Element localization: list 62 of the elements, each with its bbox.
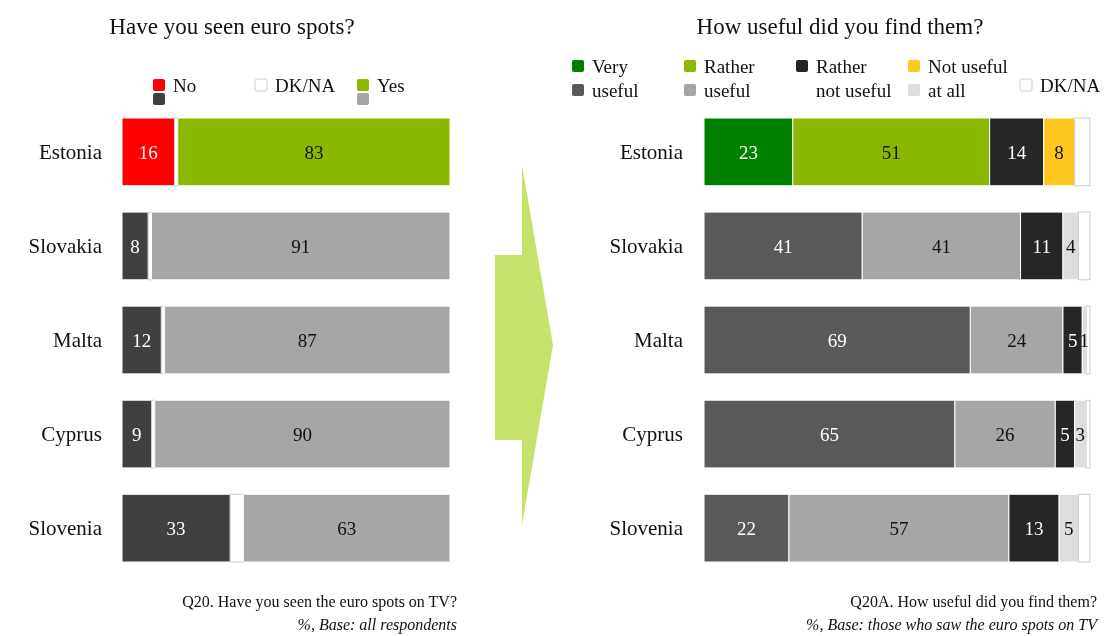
y-tick-label: Slovenia — [28, 516, 103, 541]
y-tick-label: Slovakia — [28, 234, 103, 259]
legend-label: DK/NA — [275, 74, 336, 96]
bar — [121, 211, 149, 281]
data-label: 41 — [773, 235, 793, 257]
data-label: 63 — [337, 517, 357, 539]
data-label: 9 — [132, 423, 142, 445]
data-label: 12 — [132, 329, 152, 351]
text: %, Base: all respondents — [297, 616, 457, 634]
data-label: 91 — [291, 235, 311, 257]
data-label: 14 — [1007, 141, 1027, 163]
y-tick-label: Cyprus — [622, 422, 683, 447]
data-label: 23 — [738, 141, 758, 163]
data-label: 1 — [1079, 329, 1089, 351]
data-label: 16 — [138, 141, 158, 163]
y-tick-label: Estonia — [620, 140, 684, 165]
data-label: 33 — [166, 517, 186, 539]
text: Q20. Have you seen the euro spots on TV? — [182, 593, 457, 611]
data-label: 5 — [1060, 423, 1070, 445]
legend-label: No — [173, 74, 197, 96]
bar — [177, 117, 451, 187]
bar — [154, 399, 451, 469]
chart-title: Have you seen euro spots? — [109, 14, 355, 39]
chart-title: How useful did you find them? — [696, 14, 984, 39]
data-label: 41 — [931, 235, 951, 257]
text: Q20A. How useful did you find them? — [850, 593, 1097, 611]
data-label: 51 — [881, 141, 901, 163]
data-label: 65 — [819, 423, 839, 445]
text: %, Base: those who saw the euro spots on TV — [806, 616, 1100, 634]
legend-label: Rather not useful — [816, 55, 892, 101]
legend-label: Not useful at all — [928, 55, 1008, 101]
bar — [121, 305, 162, 375]
data-label: 5 — [1064, 517, 1074, 539]
y-tick-label: Estonia — [39, 140, 103, 165]
data-label: 3 — [1075, 423, 1086, 445]
legend-label: Very useful — [592, 55, 639, 101]
bar — [151, 211, 451, 281]
y-tick-label: Cyprus — [41, 422, 102, 447]
bar — [164, 305, 451, 375]
data-label: 8 — [1054, 141, 1064, 163]
data-label: 26 — [995, 423, 1015, 445]
legend-label: Yes — [377, 74, 405, 96]
y-tick-label: Slovakia — [609, 234, 684, 259]
data-label: 8 — [130, 235, 140, 257]
data-label: 22 — [736, 517, 756, 539]
data-label: 90 — [292, 423, 312, 445]
y-tick-label: Malta — [53, 328, 103, 353]
data-label: 24 — [1007, 329, 1027, 351]
legend-label: DK/NA — [1040, 74, 1101, 96]
data-label: 13 — [1024, 517, 1044, 539]
data-label: 11 — [1032, 235, 1051, 257]
data-label: 87 — [297, 329, 317, 351]
legend-label: Rather useful — [704, 55, 756, 101]
data-label: 4 — [1065, 235, 1076, 257]
data-label: 57 — [889, 517, 909, 539]
bar — [121, 399, 153, 469]
bar — [121, 117, 175, 187]
y-tick-label: Malta — [634, 328, 684, 353]
data-label: 83 — [304, 141, 324, 163]
y-tick-label: Slovenia — [609, 516, 684, 541]
data-label: 69 — [827, 329, 847, 351]
data-label: 5 — [1067, 329, 1078, 351]
